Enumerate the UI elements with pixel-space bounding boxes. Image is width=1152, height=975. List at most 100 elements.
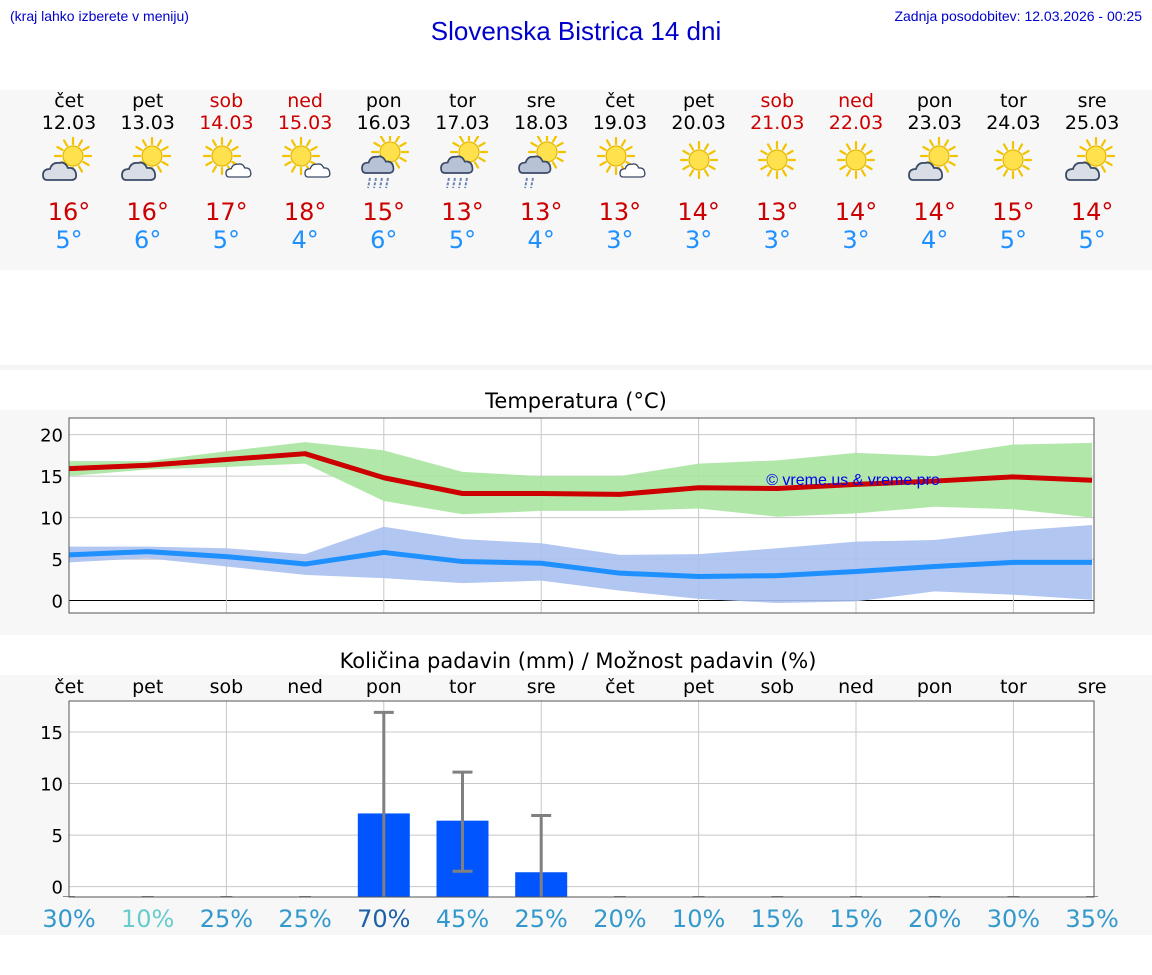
min-temp: 3° <box>606 226 634 254</box>
min-temp: 5° <box>448 226 477 254</box>
day-name: čet <box>54 90 84 112</box>
precipitation-probability: 10% <box>121 905 174 933</box>
x-category-label: ned <box>287 676 323 698</box>
day-date: 16.03 <box>356 112 411 134</box>
sun-cloud-icon <box>120 136 176 192</box>
x-category-label: sob <box>761 676 795 698</box>
y-tick-label: 0 <box>52 878 63 899</box>
min-temp: 5° <box>212 226 241 254</box>
max-temp: 17° <box>205 198 248 226</box>
max-temp: 18° <box>283 198 327 226</box>
x-category-label: sob <box>210 676 244 698</box>
day-name: pet <box>132 90 164 112</box>
sun-rain-icon <box>356 132 412 192</box>
min-temp: 5° <box>999 226 1028 254</box>
min-temp: 3° <box>684 226 713 254</box>
day-name: pon <box>916 90 953 112</box>
sun-small-cloud-icon <box>592 136 648 192</box>
precipitation-probability: 20% <box>593 905 646 933</box>
day-name: ned <box>287 90 323 112</box>
sun-icon <box>749 136 805 192</box>
separator <box>0 365 1152 370</box>
sun-light-rain-icon <box>513 132 569 192</box>
max-temp: 14° <box>913 198 956 226</box>
y-tick-label: 5 <box>52 826 63 847</box>
precipitation-chart-title: Količina padavin (mm) / Možnost padavin … <box>340 649 817 673</box>
precipitation-probability: 15% <box>829 905 882 933</box>
sun-small-cloud-icon <box>198 136 254 192</box>
min-temp: 5° <box>55 226 83 254</box>
max-temp: 14° <box>677 198 720 226</box>
day-name: pet <box>682 90 715 112</box>
min-temp: 4° <box>291 226 319 254</box>
precipitation-plot-area <box>69 701 1094 897</box>
precipitation-probability: 45% <box>436 905 489 933</box>
day-date: 14.03 <box>199 112 254 134</box>
max-temp: 13° <box>756 198 799 226</box>
min-temp: 6° <box>370 226 398 254</box>
x-category-label: tor <box>449 676 476 698</box>
x-category-label: pet <box>683 676 714 698</box>
day-name: ned <box>838 90 874 112</box>
y-tick-label: 10 <box>40 775 63 796</box>
precipitation-probability: 25% <box>278 905 331 933</box>
min-temp: 4° <box>921 226 949 254</box>
day-name: sob <box>209 90 244 112</box>
precipitation-probability: 70% <box>357 905 410 933</box>
min-range-band <box>69 525 1093 604</box>
temperature-chart-title: Temperatura (°C) <box>484 389 667 413</box>
min-temp: 6° <box>134 226 162 254</box>
min-temp-line <box>68 549 1093 579</box>
precipitation-probability: 35% <box>1065 905 1118 933</box>
x-category-label: čet <box>605 676 635 698</box>
day-date: 22.03 <box>828 112 884 134</box>
y-tick-label: 5 <box>52 550 63 571</box>
day-date: 20.03 <box>671 112 726 134</box>
max-temp: 13° <box>519 198 563 226</box>
day-name: tor <box>999 90 1027 112</box>
max-temp-line <box>68 451 1093 497</box>
day-date: 24.03 <box>986 112 1041 134</box>
day-name: sob <box>760 90 795 112</box>
day-date: 18.03 <box>513 112 569 134</box>
y-tick-label: 20 <box>40 426 63 447</box>
sun-icon <box>671 136 727 192</box>
day-name: tor <box>449 90 476 112</box>
day-name: pon <box>365 90 402 112</box>
max-temp: 16° <box>47 198 91 226</box>
daily-forecast-band <box>0 90 1152 270</box>
day-date: 23.03 <box>907 112 962 134</box>
sun-cloud-icon <box>907 136 963 192</box>
day-date: 12.03 <box>41 112 97 134</box>
min-temp: 4° <box>527 226 555 254</box>
page-title: Slovenska Bistrica 14 dni <box>430 16 722 46</box>
day-date: 25.03 <box>1064 112 1120 134</box>
min-temp: 5° <box>1078 226 1106 254</box>
max-temp: 13° <box>598 198 642 226</box>
sun-rain-icon <box>435 132 491 192</box>
max-temp: 14° <box>1070 198 1114 226</box>
y-tick-label: 10 <box>40 509 63 530</box>
last-updated: Zadnja posodobitev: 12.03.2026 - 00:25 <box>894 8 1142 24</box>
max-temp: 14° <box>834 198 878 226</box>
day-date: 15.03 <box>277 112 333 134</box>
sun-cloud-icon <box>1064 136 1120 192</box>
x-category-label: pet <box>132 676 163 698</box>
day-date: 21.03 <box>750 112 805 134</box>
precipitation-probability: 15% <box>751 905 804 933</box>
day-date: 17.03 <box>435 112 490 134</box>
min-temp: 3° <box>763 226 791 254</box>
x-category-label: sre <box>1078 676 1107 698</box>
day-date: 19.03 <box>592 112 648 134</box>
day-name: sre <box>1077 90 1107 112</box>
precipitation-probability: 30% <box>42 905 95 933</box>
day-name: čet <box>605 90 635 112</box>
day-name: sre <box>526 90 556 112</box>
precipitation-probability: 30% <box>987 905 1040 933</box>
temperature-plot-frame <box>68 417 1095 614</box>
y-tick-label: 15 <box>40 467 63 488</box>
y-tick-label: 0 <box>52 592 63 613</box>
watermark: © vreme.us & vreme.pro <box>766 472 940 489</box>
x-category-label: pon <box>917 676 953 698</box>
